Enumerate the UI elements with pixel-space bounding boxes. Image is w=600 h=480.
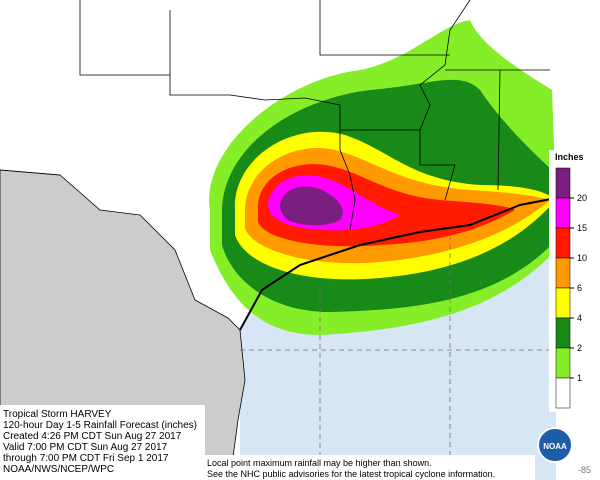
legend-swatch <box>555 227 571 259</box>
legend-swatch <box>555 377 571 409</box>
caption-line: NOAA/NWS/NCEP/WPC <box>3 464 114 475</box>
legend-swatch <box>555 167 571 199</box>
rainfall-contours <box>209 20 556 335</box>
legend-label: 15 <box>577 223 587 233</box>
legend-label: 4 <box>577 313 582 323</box>
legend: Inches 20 15 10 6 4 2 1 <box>549 150 600 412</box>
note-line: See the NHC public advisories for the la… <box>207 469 495 479</box>
mexico <box>0 169 246 480</box>
legend-swatch <box>555 197 571 229</box>
longitude-label: -85 <box>578 465 591 475</box>
legend-label: 20 <box>577 193 587 203</box>
legend-swatch <box>555 347 571 379</box>
ms-al-line <box>497 69 501 191</box>
caption-line: Valid 7:00 PM CDT Sun Aug 27 2017 <box>3 442 168 453</box>
legend-swatch <box>555 257 571 289</box>
legend-label: 2 <box>577 343 582 353</box>
legend-label: 6 <box>577 283 582 293</box>
legend-label: 1 <box>577 373 582 383</box>
legend-swatch <box>555 317 571 349</box>
legend-title: Inches <box>555 152 584 162</box>
note-box <box>205 455 535 480</box>
contour-20 <box>280 186 343 226</box>
caption-line: Created 4:26 PM CDT Sun Aug 27 2017 <box>3 431 182 442</box>
nm-line <box>0 169 61 176</box>
caption-line: 120-hour Day 1-5 Rainfall Forecast (inch… <box>3 420 197 431</box>
caption-line: Tropical Storm HARVEY <box>3 409 112 420</box>
la-ms-line <box>419 130 456 201</box>
ok-tx-line <box>79 0 341 106</box>
legend-label: 10 <box>577 253 587 263</box>
logo-text: NOAA <box>543 442 567 451</box>
caption-line: through 7:00 PM CDT Fri Sep 1 2017 <box>3 453 169 464</box>
caption-box <box>0 405 205 480</box>
tx-la-line <box>339 105 356 231</box>
logo <box>537 427 573 463</box>
state-lines <box>0 0 557 331</box>
note-line: Local point maximum rainfall may be high… <box>207 458 432 468</box>
legend-swatch <box>555 287 571 319</box>
note: Local point maximum rainfall may be high… <box>207 458 495 479</box>
ks-ok-line <box>319 0 450 56</box>
coastline <box>239 197 557 331</box>
